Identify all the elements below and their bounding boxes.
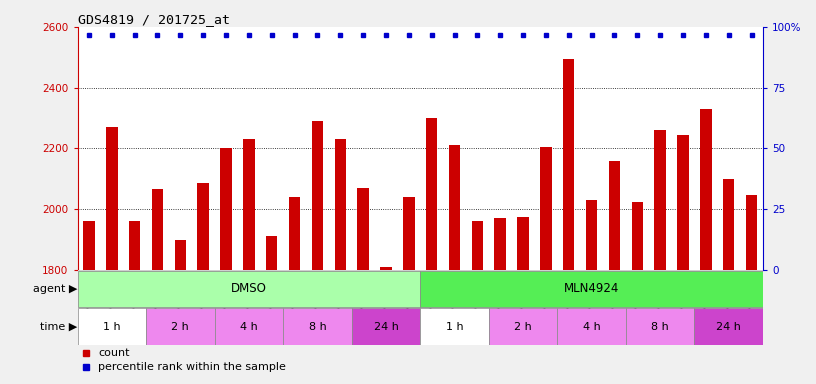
Bar: [420, 271, 763, 307]
Bar: [312, 121, 323, 270]
Bar: [586, 200, 597, 270]
Bar: [609, 161, 620, 270]
Text: GDS4819 / 201725_at: GDS4819 / 201725_at: [78, 13, 229, 26]
Text: agent ▶: agent ▶: [33, 284, 77, 294]
Text: 1 h: 1 h: [446, 321, 463, 331]
Bar: [449, 145, 460, 270]
Text: DMSO: DMSO: [231, 282, 267, 295]
Bar: [557, 308, 626, 345]
Bar: [472, 221, 483, 270]
Bar: [563, 59, 574, 270]
Bar: [289, 197, 300, 270]
Text: 8 h: 8 h: [651, 321, 669, 331]
Text: MLN4924: MLN4924: [564, 282, 619, 295]
Bar: [517, 217, 529, 270]
Bar: [243, 139, 255, 270]
Bar: [403, 197, 415, 270]
Bar: [626, 308, 694, 345]
Bar: [83, 221, 95, 270]
Bar: [357, 188, 369, 270]
Bar: [152, 189, 163, 270]
Text: 4 h: 4 h: [240, 321, 258, 331]
Text: 24 h: 24 h: [374, 321, 398, 331]
Bar: [746, 195, 757, 270]
Text: percentile rank within the sample: percentile rank within the sample: [98, 362, 286, 372]
Bar: [654, 130, 666, 270]
Bar: [129, 221, 140, 270]
Text: 2 h: 2 h: [514, 321, 532, 331]
Bar: [632, 202, 643, 270]
Bar: [215, 308, 283, 345]
Bar: [700, 109, 712, 270]
Bar: [723, 179, 734, 270]
Bar: [197, 183, 209, 270]
Bar: [220, 148, 232, 270]
Bar: [694, 308, 763, 345]
Bar: [146, 308, 215, 345]
Bar: [78, 308, 146, 345]
Bar: [540, 147, 552, 270]
Bar: [352, 308, 420, 345]
Bar: [335, 139, 346, 270]
Bar: [106, 127, 118, 270]
Text: 8 h: 8 h: [308, 321, 326, 331]
Bar: [175, 240, 186, 270]
Bar: [283, 308, 352, 345]
Bar: [420, 308, 489, 345]
Text: 1 h: 1 h: [103, 321, 121, 331]
Bar: [426, 118, 437, 270]
Text: 2 h: 2 h: [171, 321, 189, 331]
Bar: [677, 135, 689, 270]
Bar: [380, 267, 392, 270]
Bar: [494, 218, 506, 270]
Text: count: count: [98, 348, 130, 358]
Text: 4 h: 4 h: [583, 321, 601, 331]
Bar: [78, 271, 420, 307]
Text: 24 h: 24 h: [716, 321, 741, 331]
Bar: [489, 308, 557, 345]
Bar: [266, 237, 277, 270]
Text: time ▶: time ▶: [40, 321, 77, 331]
